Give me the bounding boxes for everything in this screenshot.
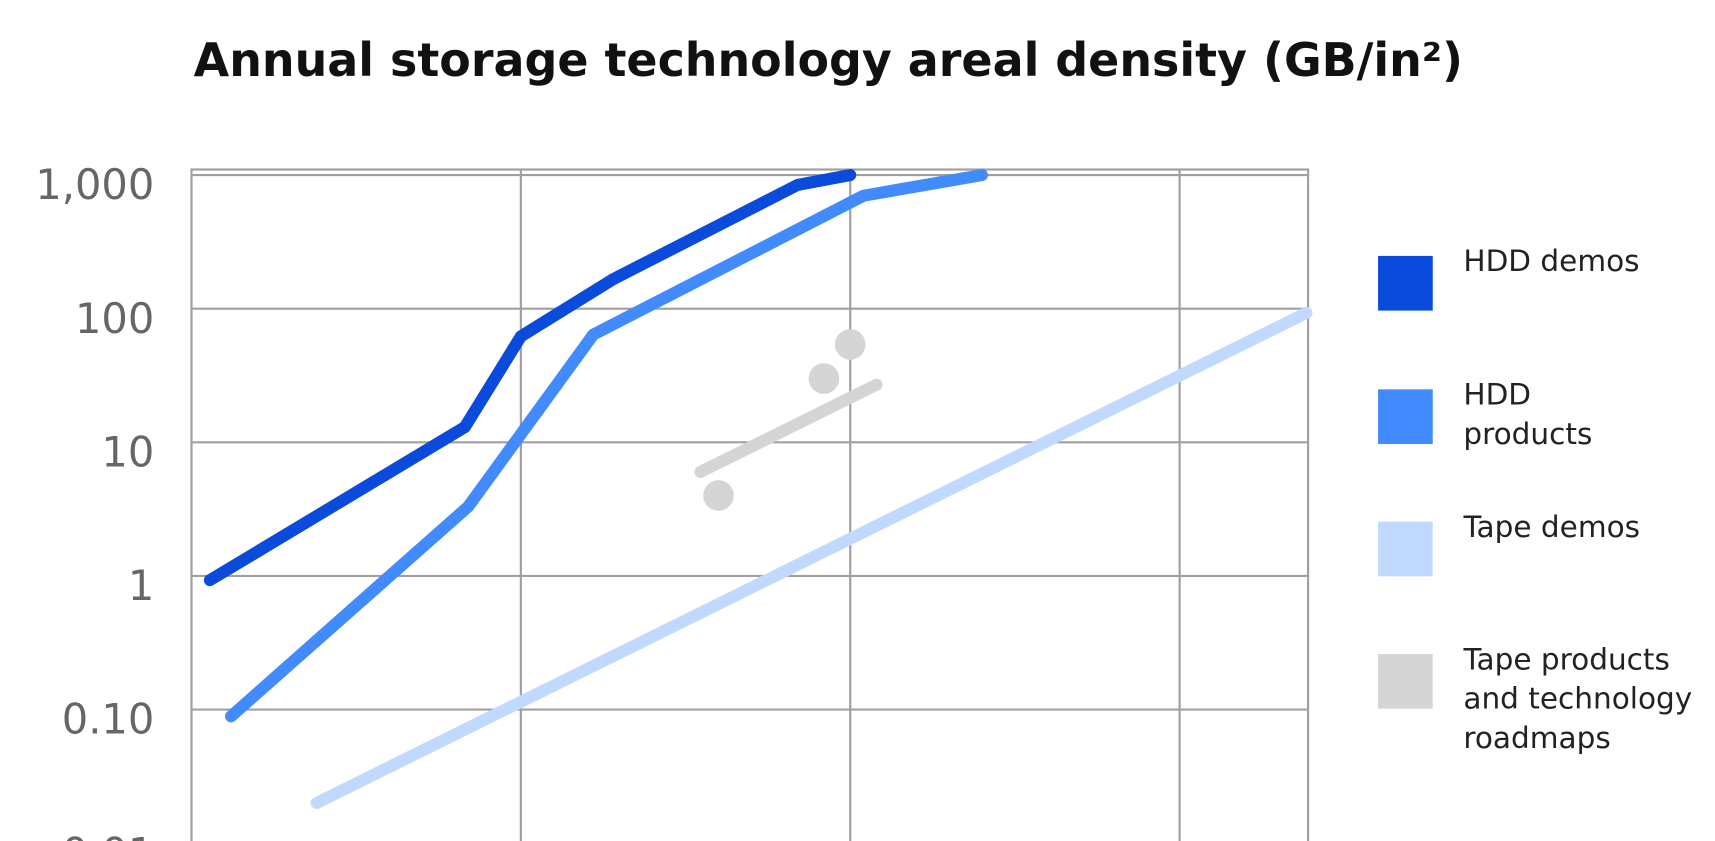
y-tick-label: 10 (101, 427, 154, 476)
plot-frame (190, 168, 1310, 841)
legend-swatch (1378, 255, 1433, 311)
legend-label: Tape products and technology roadmaps (1463, 643, 1693, 756)
y-tick-label: 0.10 (62, 695, 155, 744)
y-tick-label: 1,000 (35, 160, 154, 209)
series-line (694, 378, 883, 478)
y-tick-label: 1 (128, 561, 154, 610)
legend-label: HDD demos (1463, 244, 1640, 279)
y-tick-label: 100 (75, 294, 154, 343)
legend-text: Tape demos (1463, 510, 1641, 545)
legend-label: Tape demos (1463, 510, 1641, 545)
legend: HDD demos HDD products Tape demos Tape prod… (1378, 244, 1693, 756)
series-line (310, 306, 1313, 809)
chart-title: Annual storage technology areal density … (194, 33, 1463, 87)
legend-swatch (1378, 389, 1433, 445)
series-line (224, 169, 989, 723)
y-tick-label: 0.01 (62, 828, 155, 841)
legend-label: HDD products (1463, 378, 1593, 452)
legend-text: Tape products and technology roadmaps (1463, 643, 1693, 756)
legend-swatch (1378, 653, 1433, 709)
series-line (203, 169, 857, 587)
legend-swatch (1378, 521, 1433, 577)
legend-text: HDD demos (1463, 244, 1640, 279)
data-point (703, 480, 734, 511)
grid: 1,000 100 10 1 0.10 0.01 (35, 160, 1309, 841)
marks (203, 169, 1313, 809)
data-point (834, 329, 866, 360)
data-point (808, 363, 840, 394)
legend-text: HDD products (1463, 378, 1593, 452)
